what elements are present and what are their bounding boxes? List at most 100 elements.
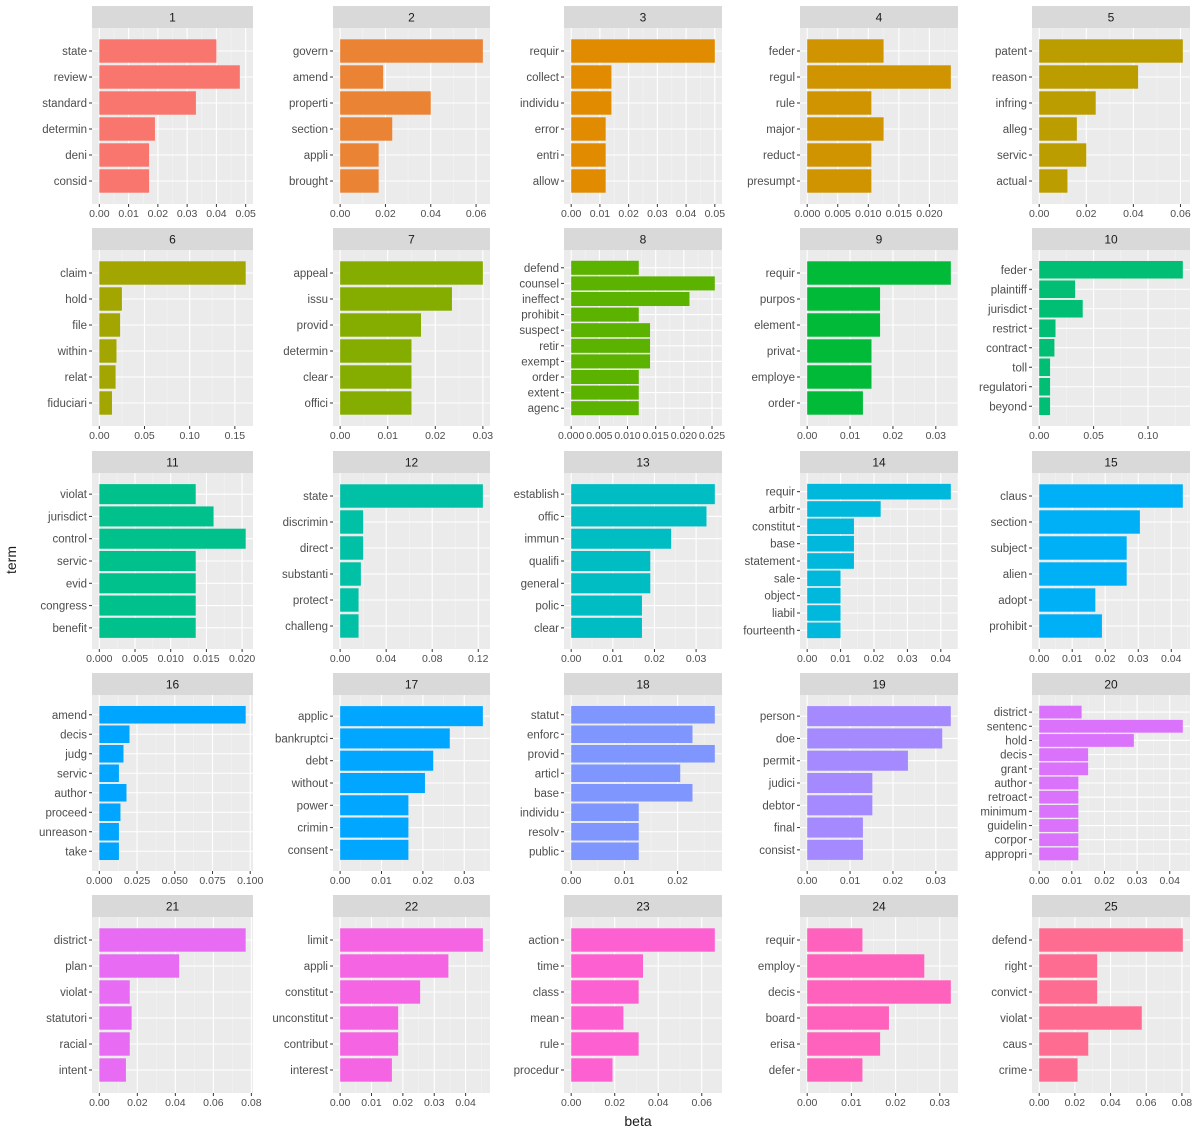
y-tick-label: crime <box>999 1065 1027 1077</box>
x-tick-label: 0.00 <box>1029 1097 1050 1109</box>
bar-crime <box>1039 1058 1078 1082</box>
panel-13: 13 0.00 0.01 0.02 0.03 establish offic immun qua… <box>514 451 722 665</box>
bar-fiduciari <box>99 391 112 415</box>
bar-order <box>571 369 639 385</box>
bar-presumpt <box>807 169 872 193</box>
panel-14: 14 0.00 0.01 0.02 0.03 0.04 requir arbitr consti… <box>743 451 958 665</box>
bar-power <box>340 795 409 816</box>
bar-arbitr <box>807 501 881 517</box>
panel-strip <box>564 228 722 250</box>
bar-ineffect <box>571 291 690 307</box>
y-tick-label: rule <box>540 1039 559 1051</box>
y-tick-label: servic <box>997 150 1027 162</box>
y-tick-label: infring <box>996 98 1027 110</box>
x-tick-label: 0.12 <box>468 653 489 665</box>
panel-title: 20 <box>1104 678 1118 692</box>
x-tick-label: 0.00 <box>1029 208 1050 220</box>
bar-debt <box>340 750 434 771</box>
panel-title: 8 <box>640 233 647 247</box>
panel-strip <box>800 6 958 28</box>
bar-sale <box>807 570 841 587</box>
bar-fourteenth <box>807 622 841 639</box>
y-tick-label: amend <box>293 72 328 84</box>
bar-discrimin <box>340 510 364 534</box>
bar-interest <box>340 1058 392 1082</box>
y-tick-label: doe <box>776 733 795 745</box>
bar-employe <box>807 365 872 389</box>
panel-20: 20 0.00 0.01 0.02 0.03 0.04 district sentenc hol… <box>980 673 1190 887</box>
bar-decis <box>99 725 130 744</box>
y-tick-label: judg <box>64 749 87 761</box>
panel-1: 1 0.00 0.01 0.02 0.03 0.04 0.05 state review stan… <box>42 6 256 220</box>
x-tick-label: 0.02 <box>667 875 688 887</box>
x-tick-label: 0.00 <box>561 208 582 220</box>
y-tick-label: defend <box>524 263 559 275</box>
x-tick-label: 0.020 <box>671 430 697 442</box>
bar-articl <box>571 764 681 783</box>
x-tick-label: 0.01 <box>1062 653 1083 665</box>
y-tick-label: employe <box>752 372 795 384</box>
x-tick-label: 0.10 <box>1138 430 1159 442</box>
y-tick-label: interest <box>290 1065 329 1077</box>
panel-3: 3 0.00 0.01 0.02 0.03 0.04 0.05 requir collect in… <box>520 6 725 220</box>
bar-applic <box>340 706 483 727</box>
bar-contribut <box>340 1032 399 1056</box>
bar-alien <box>1039 562 1127 586</box>
bar-base <box>807 535 854 552</box>
bar-standard <box>99 91 196 115</box>
y-tick-label: claim <box>60 268 87 280</box>
bar-actual <box>1039 169 1068 193</box>
bar-right <box>1039 954 1098 978</box>
bar-individu <box>571 803 639 822</box>
bar-convict <box>1039 980 1098 1004</box>
y-tick-label: board <box>766 1013 795 1025</box>
x-tick-label: 0.05 <box>235 208 256 220</box>
y-tick-label: appli <box>304 961 328 973</box>
bar-infring <box>1039 91 1096 115</box>
bar-plaintiff <box>1039 280 1076 299</box>
bar-reduct <box>807 143 872 167</box>
y-tick-label: brought <box>289 176 329 188</box>
y-tick-label: allow <box>533 176 560 188</box>
x-tick-label: 0.04 <box>206 208 227 220</box>
y-tick-label: determin <box>42 124 87 136</box>
y-tick-label: right <box>1005 961 1028 973</box>
panel-6: 6 0.00 0.05 0.10 0.15 claim hold file within rela… <box>47 228 253 442</box>
bar-appeal <box>340 261 483 285</box>
y-tick-label: order <box>532 372 559 384</box>
y-tick-label: power <box>297 800 328 812</box>
bar-employ <box>807 954 925 978</box>
x-tick-label: 0.03 <box>1128 653 1149 665</box>
x-tick-label: 0.01 <box>377 430 398 442</box>
bar-decis <box>807 980 951 1004</box>
x-tick-label: 0.02 <box>1065 1097 1086 1109</box>
y-tick-label: erisa <box>770 1039 796 1051</box>
y-tick-label: violat <box>60 489 88 501</box>
panel-22: 22 0.00 0.01 0.02 0.03 0.04 limit appli constitu… <box>272 895 490 1109</box>
panel-strip <box>333 451 490 473</box>
bar-reason <box>1039 65 1139 89</box>
panel-strip <box>564 451 722 473</box>
y-tick-label: individu <box>520 807 559 819</box>
y-tick-label: contribut <box>284 1039 329 1051</box>
panel-plot-area <box>92 695 253 871</box>
y-tick-label: fiduciari <box>47 398 87 410</box>
y-tick-label: consid <box>54 176 87 188</box>
panel-plot-area <box>564 695 722 871</box>
y-tick-label: prohibit <box>989 621 1028 633</box>
bar-hold <box>99 287 122 311</box>
x-tick-label: 0.05 <box>1083 430 1104 442</box>
x-tick-label: 0.01 <box>1062 875 1083 887</box>
bar-board <box>807 1006 889 1030</box>
panel-title: 24 <box>872 900 886 914</box>
y-tick-label: govern <box>293 46 328 58</box>
x-tick-label: 0.00 <box>330 430 351 442</box>
x-tick-label: 0.00 <box>89 1097 110 1109</box>
bar-object <box>807 587 841 604</box>
bar-congress <box>99 595 196 616</box>
x-tick-label: 0.04 <box>165 1097 186 1109</box>
panel-21: 21 0.00 0.02 0.04 0.06 0.08 district plan violat… <box>46 895 262 1109</box>
y-tick-label: action <box>528 935 559 947</box>
x-tick-label: 0.02 <box>885 1097 906 1109</box>
panel-7: 7 0.00 0.01 0.02 0.03 appeal issu provid determi… <box>283 228 493 442</box>
